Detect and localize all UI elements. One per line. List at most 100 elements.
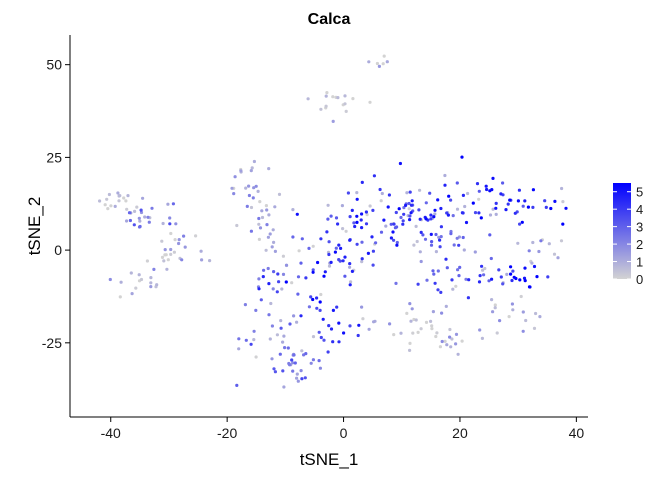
cell-point	[437, 235, 441, 239]
cell-point	[266, 266, 270, 271]
cell-point	[434, 232, 438, 237]
cell-point	[251, 196, 255, 200]
cell-point	[429, 217, 433, 221]
cell-point	[127, 211, 132, 215]
cell-point	[374, 241, 378, 245]
cell-point	[319, 107, 323, 111]
cell-point	[449, 232, 453, 236]
cell-point	[355, 242, 359, 246]
cell-point	[371, 208, 375, 212]
cell-point	[431, 310, 435, 314]
cell-point	[174, 222, 178, 226]
cell-point	[327, 324, 331, 328]
cell-point	[291, 208, 295, 212]
cell-point	[455, 181, 459, 185]
cell-point	[549, 206, 553, 211]
cell-point	[348, 262, 352, 266]
cell-point	[532, 326, 537, 330]
legend-ticks: 0 1 2 3 4 5	[613, 185, 643, 287]
cell-point	[272, 240, 276, 244]
cell-point	[163, 248, 167, 252]
cell-point	[543, 199, 547, 203]
cell-point	[291, 369, 295, 373]
cell-point	[410, 199, 414, 203]
cell-point	[478, 274, 482, 278]
cell-point	[311, 358, 315, 362]
cell-point	[546, 275, 550, 279]
cell-point	[381, 62, 385, 66]
cell-point	[168, 222, 172, 226]
cell-point	[317, 330, 321, 334]
cell-point	[292, 353, 296, 357]
cell-point	[475, 182, 480, 186]
cell-point	[279, 319, 283, 323]
cell-point	[443, 173, 447, 178]
cell-point	[277, 280, 281, 284]
cell-point	[401, 222, 405, 226]
cell-point	[116, 191, 120, 195]
x-tick-label: 0	[340, 425, 348, 441]
cell-point	[256, 189, 260, 193]
cell-point	[488, 213, 493, 217]
cell-point	[355, 197, 359, 201]
cell-point	[519, 294, 523, 299]
cell-point	[537, 249, 541, 254]
cell-point	[456, 352, 460, 356]
cell-point	[429, 213, 433, 217]
cell-point	[467, 278, 471, 282]
legend-tick-label: 0	[636, 272, 643, 287]
cell-point	[232, 192, 236, 196]
cell-point	[177, 238, 181, 242]
cell-point	[318, 308, 322, 312]
cell-point	[252, 329, 256, 333]
cell-point	[339, 246, 343, 250]
cell-point	[271, 228, 275, 232]
cell-point	[109, 204, 113, 208]
x-axis-ticks: -40 -20 0 20 40	[101, 417, 584, 441]
cell-point	[507, 315, 511, 319]
cell-point	[416, 330, 420, 334]
cell-point	[447, 194, 451, 198]
cell-point	[326, 350, 330, 354]
cell-point	[118, 295, 122, 299]
cell-point	[235, 383, 239, 387]
cell-point	[531, 188, 536, 192]
cell-point	[266, 235, 270, 239]
cell-point	[98, 199, 102, 203]
cell-point	[319, 292, 323, 297]
cell-point	[344, 229, 348, 233]
cell-point	[326, 203, 330, 207]
cell-point	[138, 224, 142, 229]
cell-point	[257, 237, 261, 241]
cell-point	[457, 274, 461, 278]
cell-point	[254, 308, 258, 312]
cell-point	[268, 232, 272, 236]
cell-point	[324, 94, 328, 98]
scatter-points	[98, 54, 568, 389]
cell-point	[430, 240, 434, 244]
cell-point	[409, 203, 414, 207]
cell-point	[449, 198, 453, 202]
cell-point	[436, 198, 440, 202]
cell-point	[433, 281, 437, 285]
cell-point	[473, 211, 478, 215]
cell-point	[494, 212, 498, 216]
cell-point	[497, 268, 501, 272]
cell-point	[443, 183, 447, 187]
cell-point	[527, 249, 531, 253]
cell-point	[291, 361, 295, 365]
cell-point	[436, 288, 440, 292]
cell-point	[348, 283, 352, 287]
cell-point	[252, 159, 256, 164]
cell-point	[281, 254, 285, 258]
cell-point	[250, 166, 254, 170]
cell-point	[458, 265, 462, 269]
cell-point	[337, 258, 341, 262]
cell-point	[295, 212, 299, 216]
cell-point	[424, 320, 429, 324]
cell-point	[169, 252, 173, 256]
cell-point	[407, 207, 411, 211]
cell-point	[311, 244, 315, 248]
cell-point	[327, 252, 331, 257]
